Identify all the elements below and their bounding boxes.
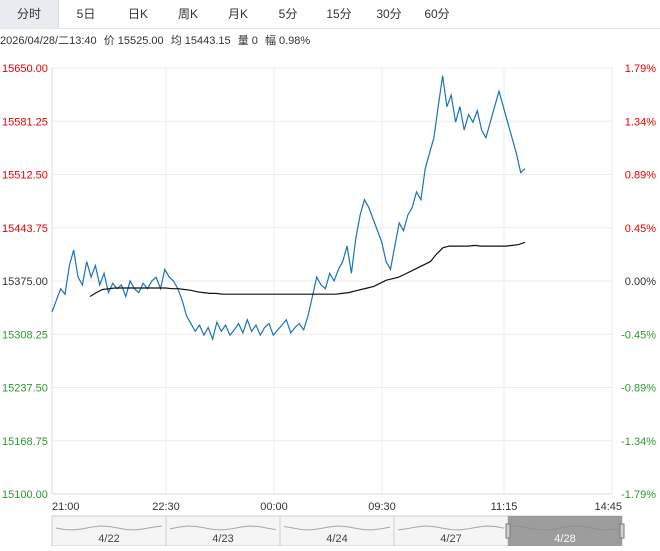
- timeline-date-label: 4/27: [440, 533, 461, 545]
- tab-15-min[interactable]: 15分: [326, 7, 352, 21]
- timeline-sparkline: [397, 525, 505, 531]
- pct-tick-label: -0.45%: [621, 329, 656, 341]
- tab-5-day[interactable]: 5日: [76, 7, 96, 21]
- x-tick-label: 22:30: [152, 501, 180, 513]
- timeline-handle-right[interactable]: [619, 523, 625, 539]
- timeline-sparkline: [169, 525, 277, 531]
- pct-tick-label: 0.45%: [625, 223, 656, 235]
- tab-weekly-k[interactable]: 周K: [177, 7, 198, 21]
- pct-tick-label: 1.79%: [625, 63, 656, 75]
- x-tick-label: 21:00: [52, 501, 80, 513]
- quote-volume: 量 0: [237, 35, 258, 47]
- y-tick-label: 15581.25: [2, 116, 48, 128]
- x-tick-label: 00:00: [260, 501, 288, 513]
- timeline-selection-window[interactable]: [508, 516, 622, 546]
- timeline-sparkline: [55, 525, 163, 531]
- y-tick-label: 15100.00: [2, 489, 48, 501]
- tab-intraday[interactable]: 分时: [0, 0, 59, 28]
- y-tick-label: 15237.50: [2, 383, 48, 395]
- y-tick-label: 15375.00: [2, 276, 48, 288]
- pct-tick-label: 1.34%: [625, 116, 656, 128]
- tab-5-min[interactable]: 5分: [278, 7, 298, 21]
- timeline-sparkline: [283, 525, 391, 531]
- timeline-date-label: 4/28: [554, 533, 575, 545]
- y-tick-label: 15308.25: [2, 329, 48, 341]
- price-line: [51, 75, 526, 342]
- pct-tick-label: 0.89%: [625, 170, 656, 182]
- tab-30-min[interactable]: 30分: [376, 7, 402, 21]
- tab-monthly-k[interactable]: 月K: [227, 7, 248, 21]
- quote-info-bar: 2026/04/28/二13:40 价 15525.00 均 15443.15 …: [0, 30, 314, 52]
- y-tick-label: 15443.75: [2, 223, 48, 235]
- quote-datetime: 2026/04/28/二13:40: [0, 35, 97, 47]
- pct-tick-label: -1.34%: [621, 436, 656, 448]
- tab-60-min[interactable]: 60分: [424, 7, 450, 21]
- pct-tick-label: -0.89%: [621, 383, 656, 395]
- timeline-date-label: 4/24: [326, 533, 347, 545]
- tab-daily-k[interactable]: 日K: [127, 7, 148, 21]
- y-tick-label: 15650.00: [2, 63, 48, 75]
- chart-canvas: 15650.00 1.79% 15581.25 1.34% 15512.50 0.89% 1…: [2, 63, 656, 547]
- y-tick-label: 15512.50: [2, 170, 48, 182]
- timeframe-tabs: 分时 5日 日K 周K 月K 5分 15分 30分 60分: [0, 0, 660, 29]
- average-line: [89, 241, 526, 298]
- timeline-date-label: 4/22: [98, 533, 119, 545]
- quote-price: 价 15525.00: [103, 35, 164, 47]
- x-tick-label: 09:30: [368, 501, 396, 513]
- quote-change: 幅 0.98%: [264, 35, 311, 47]
- x-tick-label: 14:45: [594, 501, 622, 513]
- timeline-handle-left[interactable]: [505, 523, 511, 539]
- intraday-chart[interactable]: 15650.00 1.79% 15581.25 1.34% 15512.50 0.89% 1…: [0, 52, 660, 547]
- y-tick-label: 15168.75: [2, 436, 48, 448]
- x-tick-label: 11:15: [491, 501, 518, 513]
- pct-tick-label: 0.00%: [625, 276, 656, 288]
- pct-tick-label: -1.79%: [621, 489, 656, 501]
- quote-average: 均 15443.15: [170, 35, 231, 47]
- timeline-date-label: 4/23: [212, 533, 233, 545]
